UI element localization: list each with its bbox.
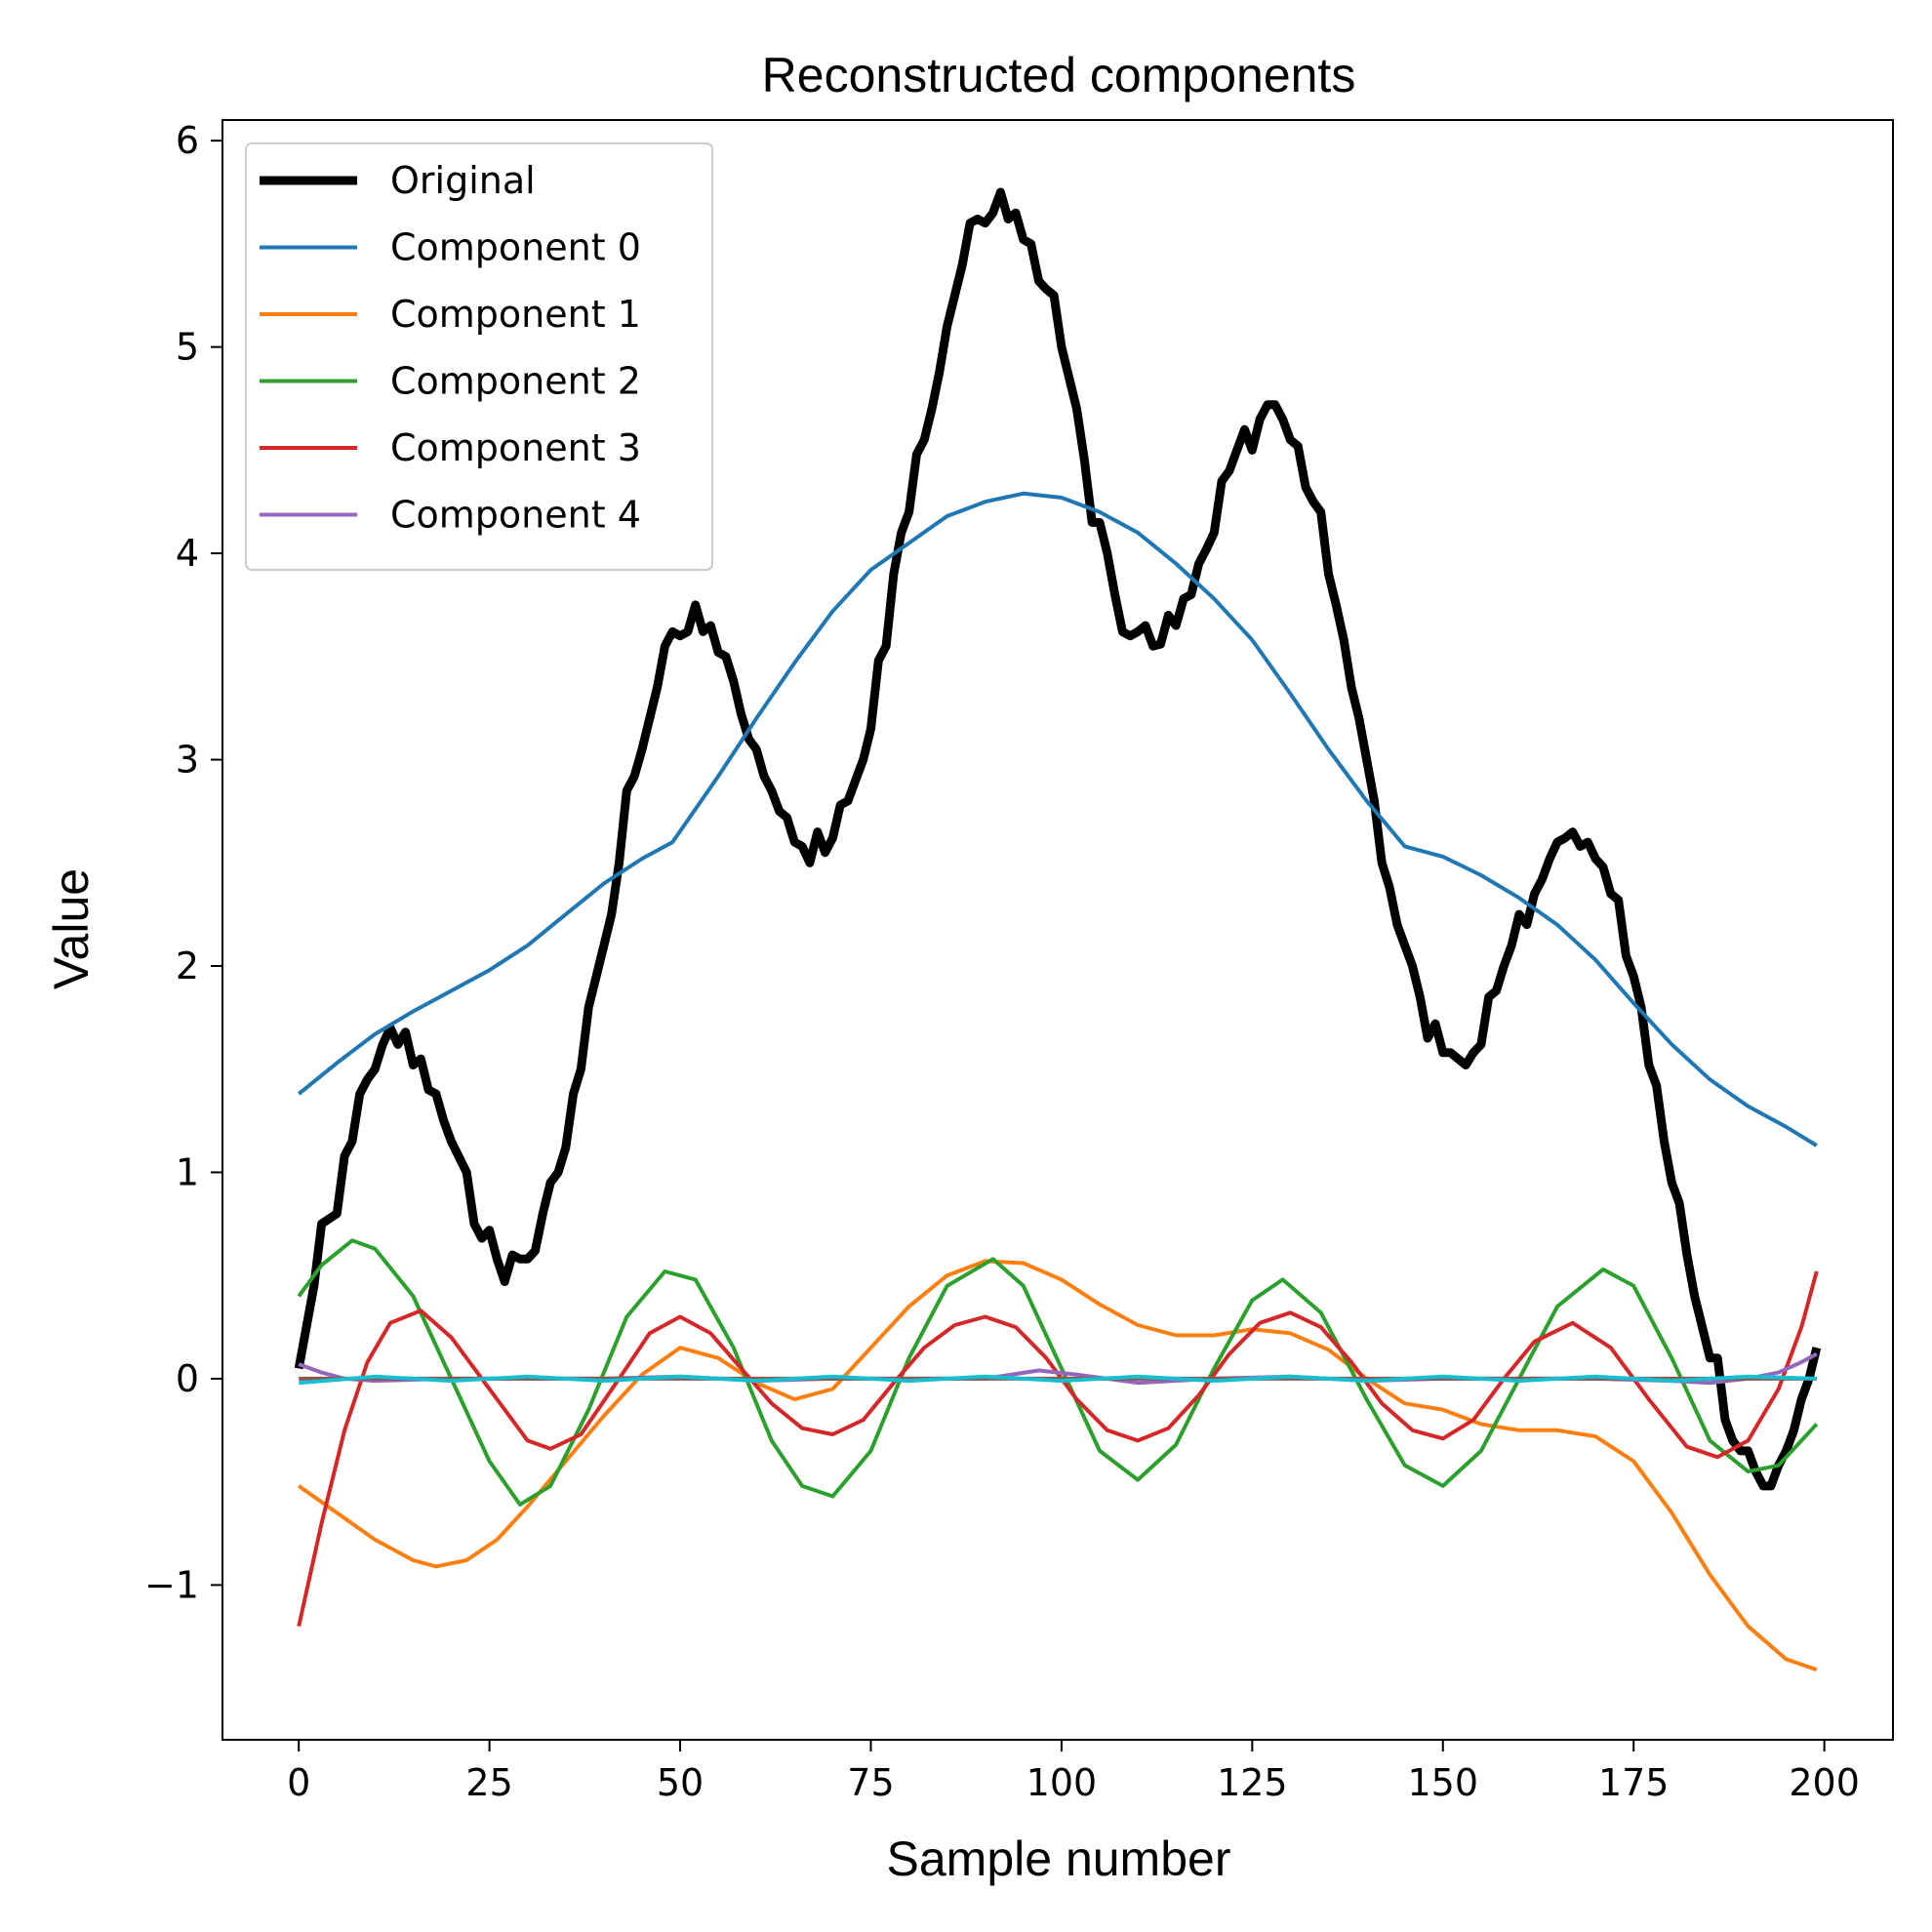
y-tick-label: 6	[176, 119, 199, 162]
legend-box	[245, 142, 713, 571]
y-axis: −1 0 1 2 3 4 5 6	[144, 119, 222, 1606]
y-tick-label: 1	[176, 1150, 199, 1193]
legend-label-component-1: Component 1	[390, 293, 641, 336]
x-tick-label: 150	[1408, 1761, 1479, 1804]
series-layer	[294, 187, 1822, 1671]
y-tick-label: 4	[176, 532, 199, 575]
series-line-original	[294, 187, 1822, 1491]
chart-title: Reconstructed components	[762, 48, 1356, 102]
y-tick-label: 2	[176, 945, 199, 987]
x-tick-label: 125	[1217, 1761, 1288, 1804]
series-line-extra-7	[299, 1374, 1817, 1386]
series-line-component-3	[297, 1270, 1819, 1628]
y-tick-label: −1	[144, 1563, 199, 1606]
x-tick-label: 100	[1026, 1761, 1098, 1804]
legend-label-original: Original	[390, 159, 536, 202]
y-axis-label: Value	[44, 868, 99, 989]
legend-label-component-0: Component 0	[390, 226, 641, 269]
y-tick-label: 0	[176, 1357, 199, 1400]
y-tick-label: 5	[176, 326, 199, 369]
x-tick-label: 200	[1789, 1761, 1860, 1804]
y-tick-label: 3	[176, 739, 199, 782]
plot-frame	[221, 119, 1894, 1741]
x-tick-label: 0	[287, 1761, 310, 1804]
x-tick-label: 75	[847, 1761, 894, 1804]
x-tick-label: 25	[465, 1761, 512, 1804]
legend-label-component-3: Component 3	[390, 426, 641, 469]
series-line-component-1	[298, 1259, 1818, 1671]
x-tick-label: 175	[1598, 1761, 1670, 1804]
legend: Original Component 0 Component 1 Component …	[245, 142, 713, 571]
legend-label-component-2: Component 2	[390, 360, 641, 403]
x-tick-label: 50	[657, 1761, 704, 1804]
series-line-component-2	[297, 1238, 1819, 1507]
x-axis: 0 25 50 75 100 125 150 175 200	[287, 1740, 1860, 1804]
legend-label-component-4: Component 4	[390, 494, 641, 537]
series-line-component-0	[297, 491, 1818, 1147]
x-axis-label: Sample number	[887, 1831, 1231, 1886]
